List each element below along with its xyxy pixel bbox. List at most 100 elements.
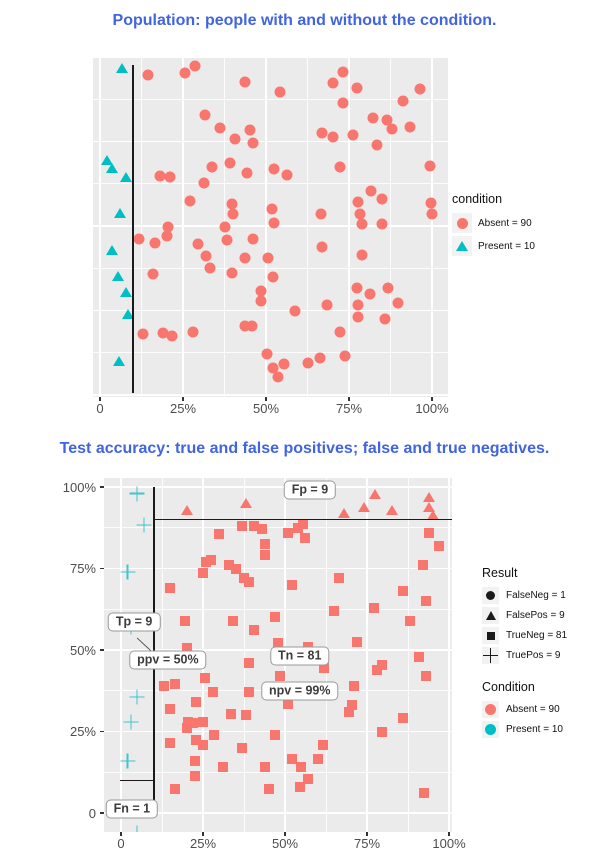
data-point-triangle <box>426 509 439 520</box>
data-point-square <box>421 596 432 607</box>
data-point-square <box>434 540 445 551</box>
data-point-circle <box>255 285 267 297</box>
data-point-square <box>240 710 251 721</box>
legend-item-label: Present = 10 <box>478 240 535 252</box>
horizontal-reference-line <box>120 779 154 782</box>
data-point-triangle <box>121 308 134 319</box>
legend-item-falseneg: FalseNeg = 1 <box>482 587 567 604</box>
data-point-square <box>302 773 313 784</box>
data-point-circle <box>262 252 274 264</box>
data-point-square <box>165 703 176 714</box>
gridline-y-minor <box>93 98 448 100</box>
data-point-square <box>398 586 409 597</box>
population-plot-panel <box>93 56 448 397</box>
legend-item-label: FalseNeg = 1 <box>506 590 566 601</box>
data-point-circle <box>199 109 211 121</box>
data-point-square <box>224 560 235 571</box>
legend-item-falsepos: FalsePos = 9 <box>482 607 567 624</box>
data-point-circle <box>268 217 280 229</box>
gridline-y-minor <box>93 267 448 269</box>
legend-key <box>482 647 499 664</box>
data-point-circle <box>278 358 290 370</box>
data-point-circle <box>386 123 398 135</box>
data-point-plus <box>136 517 152 533</box>
data-point-circle <box>315 208 327 220</box>
legend-key <box>482 627 499 644</box>
data-point-square <box>260 550 271 561</box>
data-point-circle <box>226 198 238 210</box>
data-point-circle <box>247 233 259 245</box>
gridline-y-major <box>104 486 452 488</box>
annotation-label: Tn = 81 <box>270 646 330 666</box>
gridline-x-minor <box>407 478 409 832</box>
data-point-circle <box>314 352 326 364</box>
data-point-circle <box>321 299 333 311</box>
vertical-reference-line <box>132 65 134 394</box>
data-point-circle <box>281 169 293 181</box>
data-point-square <box>237 742 248 753</box>
data-point-circle <box>351 282 363 294</box>
data-point-circle <box>241 167 253 179</box>
data-point-circle <box>272 371 284 383</box>
x-tick-mark <box>202 832 204 836</box>
data-point-circle <box>379 313 391 325</box>
gridline-y-major <box>104 567 452 570</box>
gridline-y-minor <box>93 183 448 185</box>
data-point-circle <box>246 320 258 332</box>
data-point-circle <box>164 171 176 183</box>
data-point-circle <box>255 295 267 307</box>
data-point-square <box>376 659 387 670</box>
data-point-plus <box>129 689 145 705</box>
data-point-circle <box>352 299 364 311</box>
data-point-circle <box>337 66 349 78</box>
data-point-plus <box>120 564 136 580</box>
data-point-circle <box>364 288 376 300</box>
legend-title-condition: Condition <box>482 680 535 694</box>
data-point-square <box>283 527 294 538</box>
x-tick-mark <box>265 397 267 401</box>
data-point-circle <box>376 218 388 230</box>
data-point-square <box>398 713 409 724</box>
data-point-square <box>248 625 259 636</box>
data-point-square <box>299 532 310 543</box>
data-point-triangle <box>338 508 351 519</box>
data-point-circle <box>352 311 364 323</box>
data-point-circle <box>161 230 173 242</box>
data-point-circle <box>221 234 233 246</box>
data-point-square <box>376 726 387 737</box>
data-point-square <box>298 519 309 530</box>
data-point-circle <box>414 83 426 95</box>
data-point-circle <box>327 131 339 143</box>
data-point-square <box>319 662 330 673</box>
data-point-square <box>170 679 181 690</box>
x-tick-label: 100% <box>432 836 466 851</box>
data-point-square <box>317 739 328 750</box>
y-tick-mark <box>100 486 104 488</box>
legend-item-absent: Absent = 90 <box>482 701 567 718</box>
x-tick-mark <box>348 397 350 401</box>
data-point-square <box>181 723 192 734</box>
vertical-reference-line <box>153 487 155 802</box>
gridline-y-major <box>93 140 448 143</box>
data-point-plus <box>129 486 145 502</box>
data-point-square <box>347 700 358 711</box>
gridline-y-minor <box>104 771 452 773</box>
data-point-circle <box>392 297 404 309</box>
data-point-triangle <box>105 244 118 255</box>
data-point-square <box>243 658 254 669</box>
data-point-circle <box>381 114 393 126</box>
legend-item-label: Present = 10 <box>506 724 563 735</box>
population-legend: condition Absent = 90 Present = 10 <box>452 192 535 259</box>
accuracy-chart-title: Test accuracy: true and false positives;… <box>59 440 550 457</box>
legend-key <box>482 701 499 718</box>
data-point-circle <box>356 218 368 230</box>
data-point-square <box>189 770 200 781</box>
data-point-square <box>243 576 254 587</box>
data-point-square <box>263 783 274 794</box>
annotation-label: Fn = 1 <box>105 799 159 819</box>
data-point-circle <box>274 86 286 98</box>
legend-item-label: TruePos = 9 <box>506 650 561 661</box>
data-point-triangle <box>180 504 193 515</box>
data-point-square <box>294 781 305 792</box>
legend-item-trueneg: TrueNeg = 81 <box>482 627 567 644</box>
